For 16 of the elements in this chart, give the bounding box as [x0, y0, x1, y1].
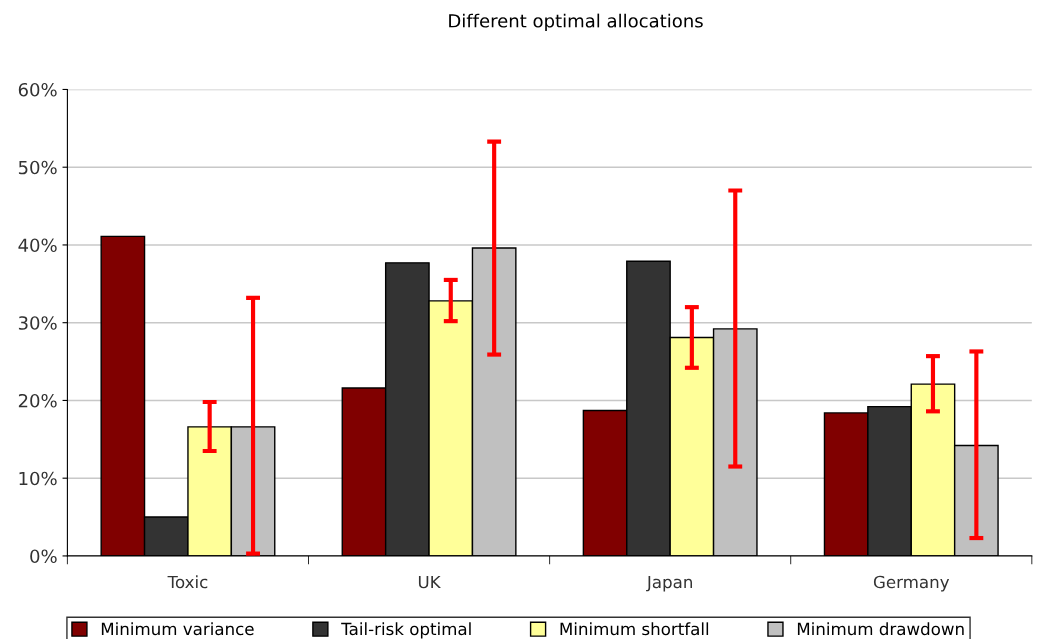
legend-label: Minimum shortfall	[560, 622, 709, 636]
y-tick-label: 40%	[18, 238, 57, 253]
x-tick-label: Japan	[646, 575, 692, 592]
y-tick-label: 60%	[18, 82, 57, 97]
legend-label: Minimum variance	[101, 622, 254, 636]
y-tick-label: 0%	[30, 549, 57, 564]
y-tick-label: 10%	[19, 471, 57, 486]
y-tick-label: 30%	[18, 316, 57, 330]
chart-title: Different optimal allocations	[449, 13, 703, 32]
y-tick-label: 20%	[18, 393, 57, 408]
legend-label: Minimum drawdown	[797, 622, 964, 636]
y-tick-label: 50%	[18, 160, 57, 175]
x-tick-label: UK	[418, 575, 441, 589]
x-tick-label: Toxic	[167, 575, 208, 589]
x-tick-label: Germany	[873, 575, 950, 592]
legend-label: Tail-risk optimal	[341, 622, 471, 639]
